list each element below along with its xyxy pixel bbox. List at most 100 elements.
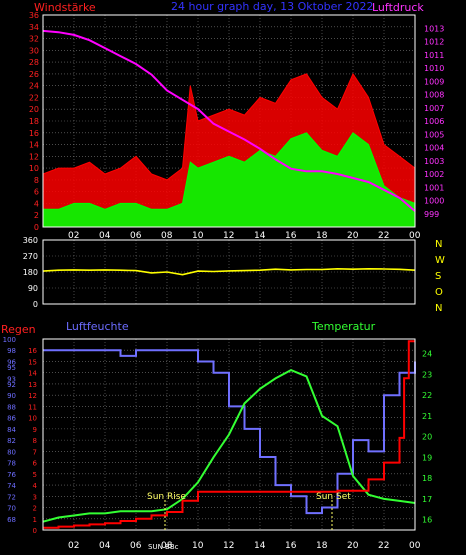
y-tick-label-left: 32: [29, 35, 39, 44]
pressure-label: Luftdruck: [372, 1, 424, 14]
y-tick-label-right: 1006: [424, 117, 444, 126]
x-tick-label: 18: [316, 231, 328, 241]
y-tick-label-rain: 12: [28, 392, 37, 400]
x-tick-label: 22: [378, 541, 389, 551]
x-tick-label: 02: [68, 541, 79, 551]
x-tick-label: 14: [254, 231, 266, 241]
rain-series: [43, 340, 415, 529]
y-tick-label: 360: [23, 236, 38, 245]
x-tick-label: 12: [223, 231, 234, 241]
y-tick-label-right: 1011: [424, 51, 444, 60]
wind-direction-series: [42, 267, 416, 276]
y-tick-label-right: 1000: [424, 197, 444, 206]
y-tick-label-temperature: 17: [422, 495, 432, 504]
y-tick-label-rain: 13: [28, 381, 37, 389]
y-tick-label-humidity: 92: [7, 381, 16, 389]
direction-label: W: [435, 255, 445, 266]
y-tick-label-right: 1001: [424, 183, 444, 192]
y-tick-label-right: 1002: [424, 170, 444, 179]
y-tick-label-humidity: 72: [7, 493, 16, 501]
chart-title: 24 hour graph day, 13 Oktober 2022: [171, 0, 373, 13]
y-tick-label-rain: 6: [33, 460, 38, 468]
y-tick-label-humidity: 98: [7, 347, 16, 355]
direction-label: S: [435, 271, 441, 282]
x-tick-label: 14: [254, 541, 266, 551]
panel1-axis-labels: 0246810121416182022242628303234369991000…: [29, 11, 445, 241]
y-tick-label-humidity: 96: [7, 358, 16, 366]
pressure-series: [42, 29, 416, 212]
direction-label: O: [435, 287, 443, 298]
y-tick-label: 180: [23, 268, 38, 277]
y-tick-label-humidity: 78: [7, 460, 16, 468]
y-tick-label-humidity: 100: [3, 336, 16, 344]
panel1-series: [42, 29, 416, 228]
y-tick-label-left: 18: [29, 117, 39, 126]
panel3-series: [42, 340, 416, 529]
y-tick-label-rain: 15: [28, 358, 37, 366]
y-tick-label-rain: 14: [28, 370, 37, 378]
direction-label: N: [435, 303, 442, 314]
panel3-axis-labels: 0123456789101112131415166870727476788082…: [3, 336, 433, 551]
y-tick-label-left: 20: [29, 105, 39, 114]
y-tick-label-humidity: 80: [7, 448, 16, 456]
direction-label: N: [435, 239, 442, 250]
y-tick-label-humidity: 90: [7, 392, 16, 400]
x-tick-label: 12: [223, 541, 234, 551]
y-tick-label-temperature: 22: [422, 391, 432, 400]
panel2-axis-labels: 0 90 180 270 360: [23, 236, 38, 309]
x-tick-label: 20: [347, 541, 359, 551]
y-tick-label-left: 16: [29, 129, 39, 138]
x-tick-label: 22: [378, 231, 389, 241]
y-tick-label-left: 34: [29, 23, 39, 32]
y-tick-label: 90: [28, 284, 38, 293]
x-tick-label: 04: [99, 231, 111, 241]
y-tick-label: 0: [33, 300, 38, 309]
x-tick-label: 16: [285, 541, 297, 551]
y-tick-label-rain: 7: [33, 448, 37, 456]
y-tick-label-rain: 5: [33, 471, 37, 479]
y-tick-label-humidity: 82: [7, 437, 16, 445]
y-tick-label-rain: 2: [33, 505, 37, 513]
x-tick-label: 00: [409, 231, 421, 241]
y-tick-label-left: 26: [29, 70, 39, 79]
y-tick-label-temperature: 16: [422, 516, 432, 525]
y-tick-label-humidity: 95: [7, 364, 16, 372]
wind-average-series: [42, 132, 416, 228]
regen-label: Regen: [1, 323, 36, 336]
x-tick-label: 06: [130, 231, 142, 241]
y-tick-label-left: 12: [29, 152, 39, 161]
y-tick-label-rain: 3: [33, 493, 37, 501]
y-tick-label-rain: 8: [33, 437, 37, 445]
y-tick-label-humidity: 68: [7, 516, 16, 524]
temperature-label: Temperatur: [311, 320, 376, 333]
y-tick-label-left: 0: [34, 223, 39, 232]
y-tick-label-left: 36: [29, 11, 39, 20]
y-tick-label-temperature: 21: [422, 412, 432, 421]
y-tick-label-right: 999: [424, 210, 439, 219]
y-tick-label-rain: 10: [28, 415, 37, 423]
x-tick-label: 16: [285, 231, 297, 241]
x-tick-label: 20: [347, 231, 359, 241]
y-tick-label-temperature: 18: [422, 474, 432, 483]
y-tick-label-left: 2: [34, 211, 39, 220]
y-tick-label-humidity: 84: [7, 426, 16, 434]
y-tick-label-right: 1003: [424, 157, 444, 166]
y-tick-label-humidity: 74: [7, 482, 16, 490]
panel2-series: [42, 267, 416, 276]
y-tick-label-left: 6: [34, 188, 39, 197]
y-tick-label-temperature: 24: [422, 350, 432, 359]
y-tick-label-right: 1008: [424, 91, 444, 100]
y-tick-label-right: 1013: [424, 24, 444, 33]
y-tick-label-left: 30: [29, 46, 39, 55]
y-tick-label-right: 1007: [424, 104, 444, 113]
y-tick-label-left: 10: [29, 164, 39, 173]
x-tick-label: 18: [316, 541, 328, 551]
y-tick-label-left: 22: [29, 93, 39, 102]
humidity-label: Luftfeuchte: [66, 320, 129, 333]
x-tick-label: 06: [130, 541, 142, 551]
sun-set-label: Sun Set: [316, 492, 351, 502]
panel3-frame: [42, 338, 416, 531]
